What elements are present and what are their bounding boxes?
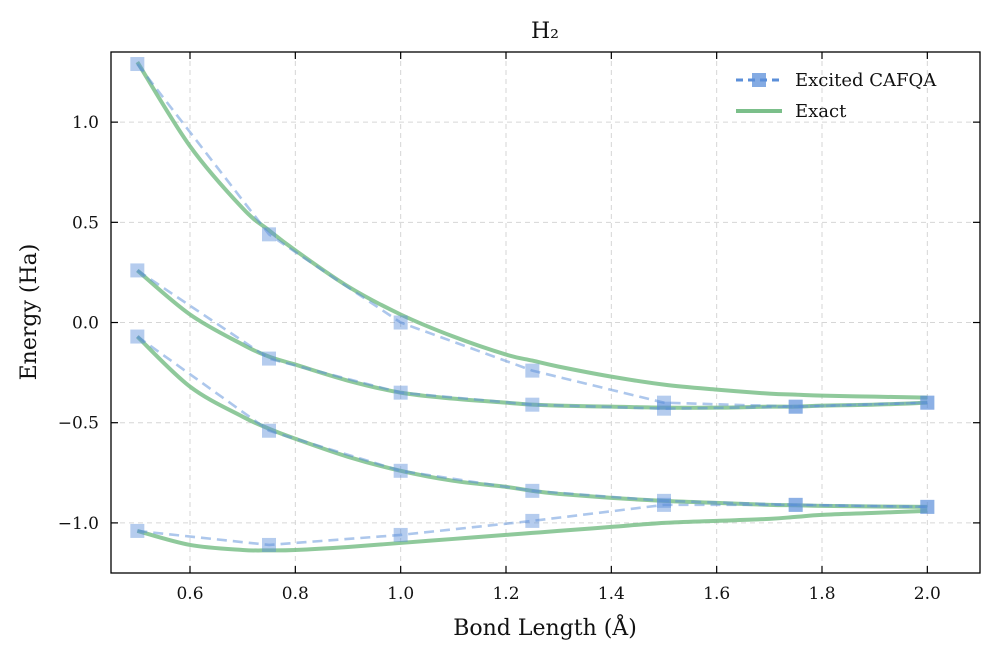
x-tick-label: 1.4: [598, 584, 625, 604]
cafqa-point: [525, 513, 540, 528]
cafqa-point: [262, 227, 276, 242]
x-tick-label: 1.8: [808, 584, 835, 604]
cafqa-point: [393, 385, 408, 400]
cafqa-line-2: [136, 269, 928, 410]
y-tick-label: 0.5: [72, 213, 99, 233]
x-axis-label: Bond Length (Å): [453, 613, 637, 641]
cafqa-point: [657, 497, 671, 512]
cafqa-point: [393, 463, 408, 478]
cafqa-point: [525, 397, 540, 412]
x-tick-label: 2.0: [914, 584, 941, 604]
x-tick-label: 1.2: [492, 584, 519, 604]
cafqa-point: [262, 351, 276, 366]
y-axis-label: Energy (Ha): [17, 244, 42, 381]
cafqa-point: [788, 497, 803, 512]
y-tick-label: −0.5: [58, 414, 99, 434]
cafqa-point: [393, 315, 408, 330]
cafqa-point: [130, 57, 145, 72]
cafqa-point: [657, 401, 671, 416]
legend-cafqa-label: Excited CAFQA: [795, 70, 937, 91]
exact-line-1: [135, 60, 928, 400]
cafqa-point: [657, 395, 671, 410]
ticks: 0.6 0.8 1.0 1.2 1.4 1.6 1.8 2.0 1.0 0.5 0.0 −0.5 −1.…: [58, 52, 980, 604]
legend: Excited CAFQA Exact: [736, 70, 937, 122]
axes-frame: [110, 51, 981, 574]
x-tick-label: 1.6: [703, 584, 730, 604]
y-tick-label: 0.0: [72, 314, 99, 334]
y-tick-label: −1.0: [58, 514, 99, 534]
cafqa-point: [130, 523, 145, 538]
cafqa-point: [130, 329, 145, 344]
legend-cafqa-marker: [752, 73, 766, 87]
cafqa-point: [525, 483, 540, 498]
exact-line-2: [136, 268, 928, 410]
x-tick-label: 1.0: [387, 584, 414, 604]
cafqa-point: [920, 499, 935, 514]
plot-area: [130, 57, 935, 553]
x-tick-label: 0.6: [176, 584, 203, 604]
cafqa-point: [525, 363, 540, 378]
cafqa-point: [262, 423, 276, 438]
chart-title: H₂: [531, 19, 559, 44]
cafqa-point: [130, 263, 145, 278]
cafqa-point: [393, 527, 408, 542]
grid: [111, 52, 980, 573]
cafqa-line-4: [137, 503, 928, 547]
x-tick-label: 0.8: [282, 584, 309, 604]
legend-exact-label: Exact: [795, 101, 847, 122]
exact-line-4: [136, 508, 928, 553]
cafqa-point: [920, 395, 935, 410]
cafqa-point: [788, 399, 803, 414]
cafqa-point: [262, 537, 276, 552]
cafqa-line-1: [136, 63, 928, 408]
y-tick-label: 1.0: [72, 113, 99, 133]
